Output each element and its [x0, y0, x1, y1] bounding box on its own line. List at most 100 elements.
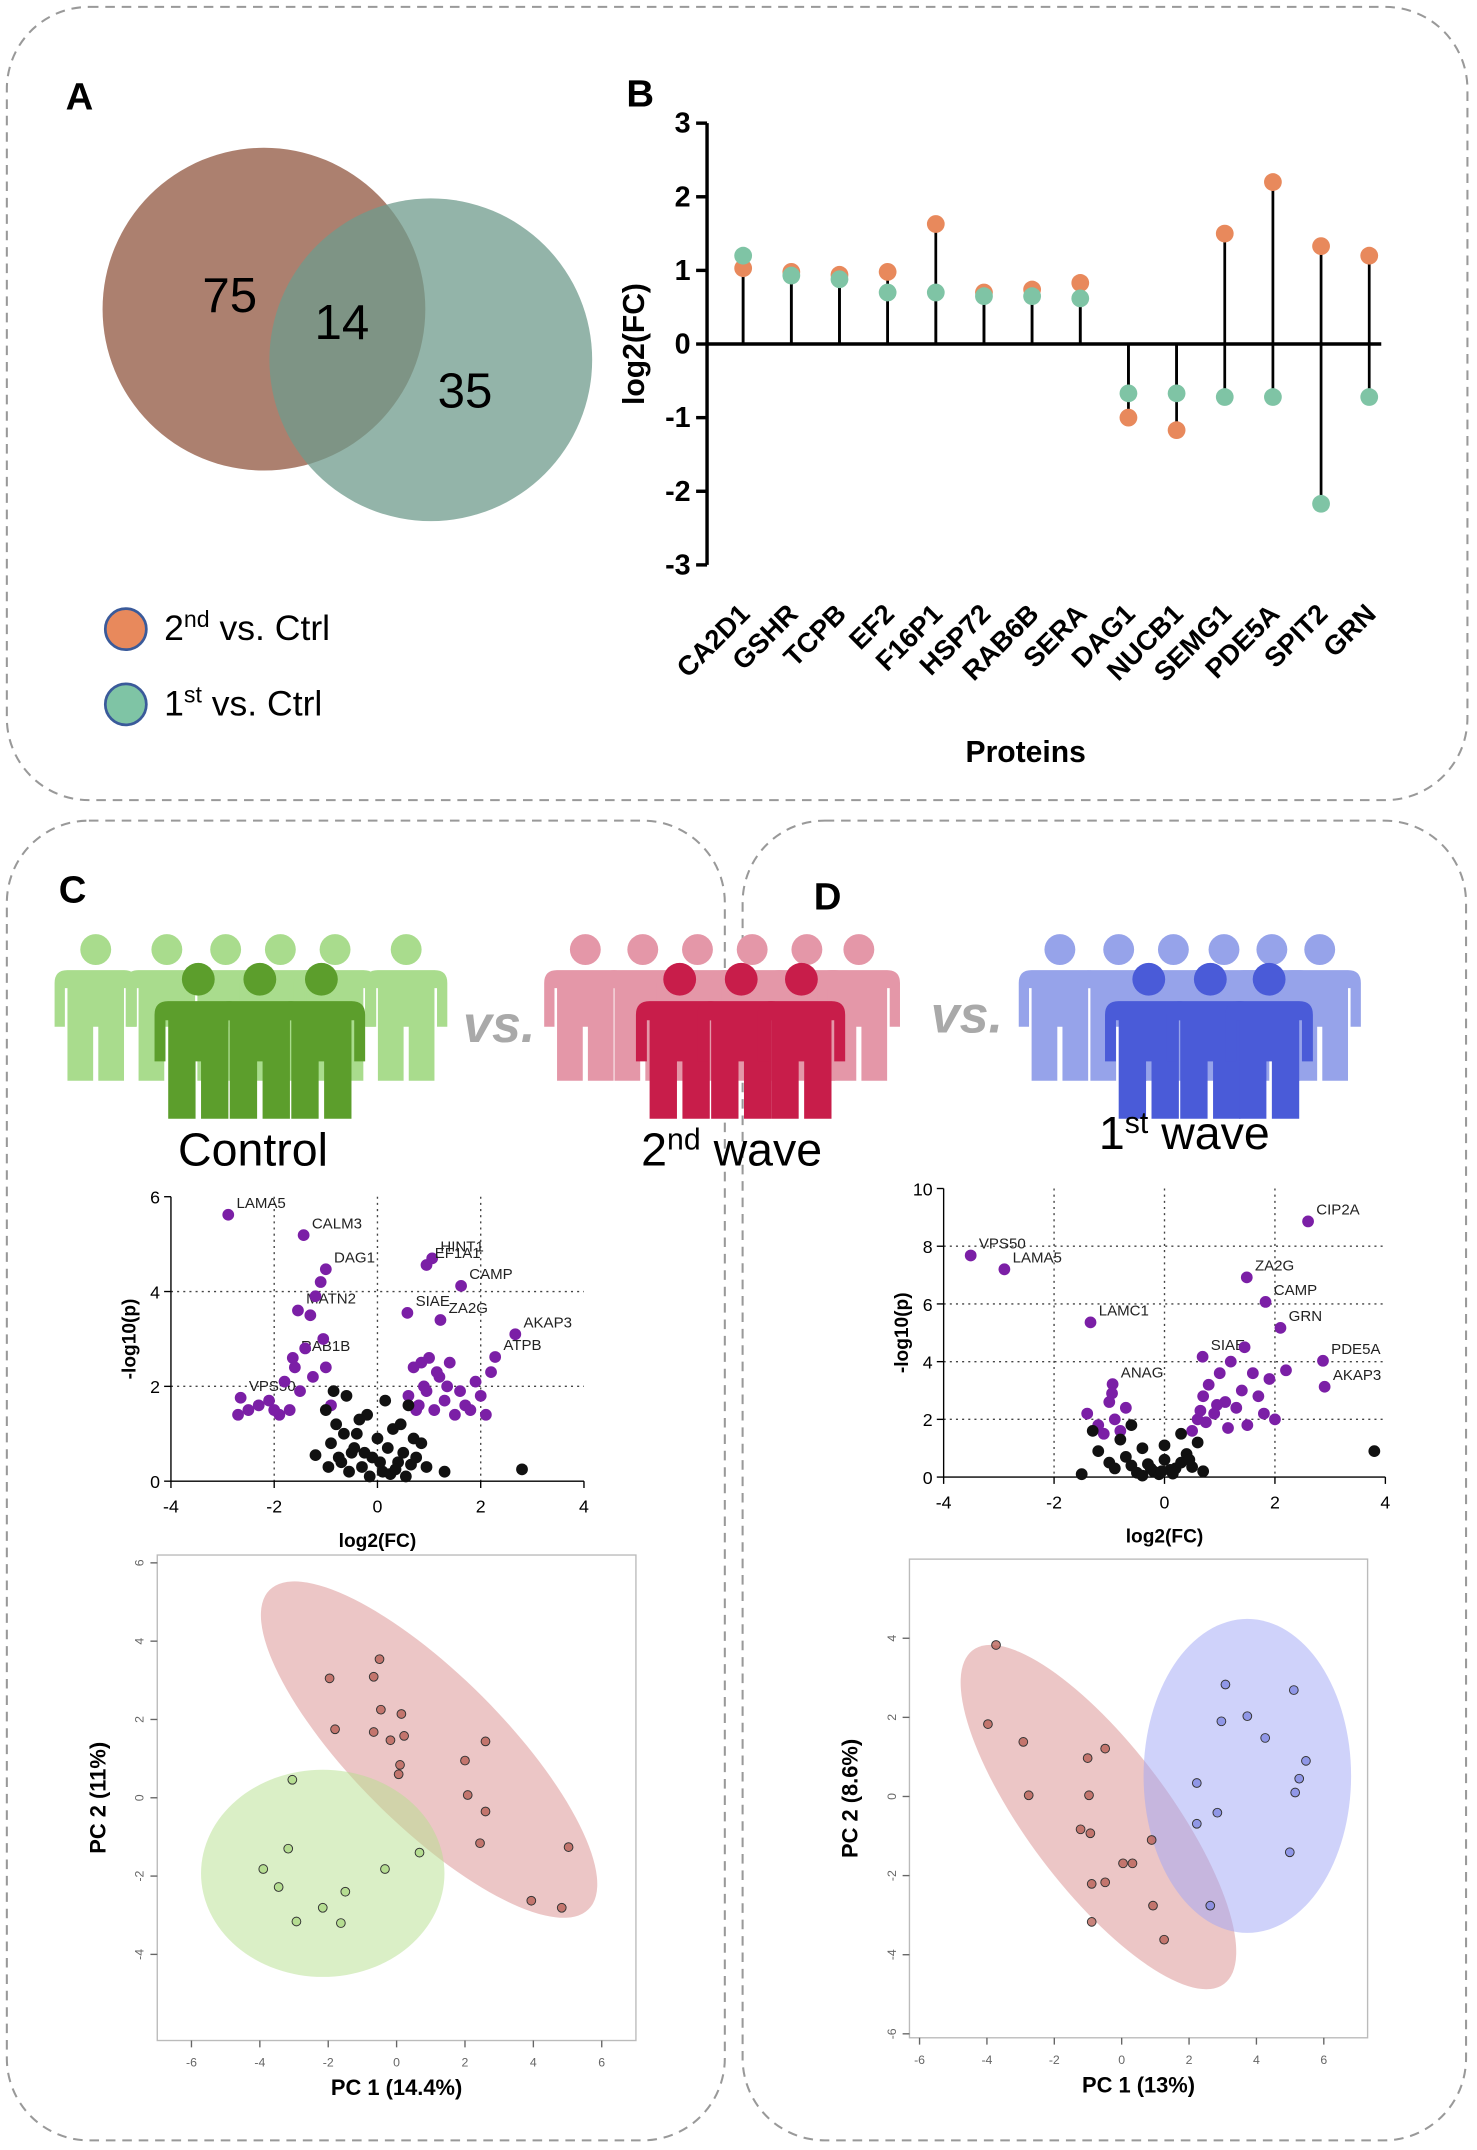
person-head — [627, 934, 659, 965]
person-icon — [1018, 934, 1102, 1081]
person-head — [784, 962, 818, 996]
point — [299, 1342, 312, 1355]
y-axis-title: -log10(p) — [892, 1292, 913, 1373]
y-tick-label: 4 — [133, 1638, 147, 1645]
point — [348, 1442, 361, 1454]
point — [1197, 1390, 1210, 1403]
point — [1186, 1425, 1198, 1437]
person-head — [843, 934, 875, 965]
point — [1197, 1465, 1210, 1478]
point — [327, 1385, 340, 1397]
point — [283, 1843, 294, 1854]
point — [1220, 1679, 1231, 1690]
point — [414, 1847, 425, 1858]
point — [286, 1352, 299, 1364]
point — [1023, 1790, 1034, 1801]
point — [516, 1463, 528, 1476]
point-label: ZA2G — [1255, 1258, 1294, 1275]
point — [402, 1399, 415, 1412]
point — [317, 1902, 328, 1913]
point-label: SIAE — [1211, 1337, 1245, 1354]
point — [475, 1838, 485, 1849]
y-tick-label: -2 — [133, 1870, 147, 1881]
point — [455, 1279, 467, 1292]
point — [1086, 1917, 1097, 1927]
y-tick-label: -4 — [885, 1949, 899, 1960]
point — [563, 1842, 574, 1852]
point — [356, 1461, 368, 1473]
point — [376, 1704, 386, 1715]
x-tick-label: -6 — [914, 2053, 925, 2067]
point — [374, 1654, 385, 1665]
point — [449, 1408, 461, 1421]
person-head — [736, 934, 768, 965]
point — [462, 1790, 473, 1800]
point — [1127, 1858, 1138, 1869]
point — [983, 1719, 993, 1729]
person-icon — [365, 934, 448, 1081]
point — [964, 1249, 977, 1262]
y-tick-label: -1 — [665, 402, 691, 434]
point — [401, 1306, 414, 1319]
y-tick-label: -3 — [665, 549, 691, 581]
point-label: RAB1B — [301, 1338, 350, 1355]
x-tick-label: 2 — [476, 1497, 486, 1517]
x-axis-title: log2(FC) — [339, 1531, 417, 1552]
panel-frame — [741, 819, 1468, 2142]
point — [1240, 1271, 1253, 1284]
point — [1368, 1445, 1381, 1457]
point — [1114, 1433, 1127, 1446]
y-tick-label: 1 — [675, 255, 691, 287]
y-axis-title: -log10(p) — [119, 1299, 140, 1380]
lollipop-point — [1071, 274, 1090, 292]
point — [1191, 1818, 1202, 1829]
y-tick-label: 4 — [923, 1352, 933, 1372]
point — [428, 1404, 441, 1416]
lollipop-point — [926, 283, 945, 302]
point — [374, 1456, 386, 1469]
y-tick-label: 4 — [885, 1635, 899, 1642]
group-ellipse — [1143, 1618, 1352, 1933]
point — [1205, 1900, 1216, 1911]
point-label: LAMC1 — [1099, 1303, 1149, 1320]
point — [556, 1902, 567, 1913]
point — [1263, 1373, 1276, 1385]
group-ellipse — [201, 1769, 445, 1977]
legend-label: 2nd vs. Ctrl — [164, 606, 330, 648]
point — [234, 1391, 247, 1404]
point — [291, 1916, 302, 1927]
y-axis-title: log2(FC) — [618, 283, 651, 405]
point — [297, 1229, 310, 1241]
x-axis-title: log2(FC) — [1126, 1527, 1204, 1548]
point-label: ZA2G — [449, 1300, 488, 1317]
point — [1246, 1367, 1259, 1380]
person-head — [1208, 934, 1240, 965]
point — [1196, 1350, 1209, 1363]
x-axis-title: PC 1 (13%) — [1082, 2072, 1195, 2097]
point — [368, 1727, 379, 1737]
point — [1158, 1453, 1171, 1466]
point-label: CALM3 — [312, 1215, 362, 1232]
point — [317, 1333, 330, 1345]
x-tick-label: -2 — [266, 1497, 282, 1517]
point — [343, 1465, 355, 1478]
x-tick-label: -4 — [163, 1497, 179, 1517]
point — [1075, 1468, 1088, 1481]
y-tick-label: -6 — [885, 2028, 899, 2039]
point — [1108, 1462, 1121, 1475]
point — [330, 1418, 343, 1431]
person-head — [243, 962, 277, 996]
point-label: LAMA5 — [236, 1195, 285, 1212]
point — [438, 1465, 451, 1478]
point — [350, 1427, 363, 1440]
x-tick-label: 6 — [1320, 2053, 1327, 2067]
panel-label: D — [814, 876, 842, 919]
point — [1106, 1378, 1119, 1391]
x-tick-label: -4 — [254, 2056, 265, 2070]
person-head — [1252, 962, 1286, 996]
point — [1318, 1380, 1331, 1393]
person-head — [1304, 934, 1336, 965]
group-ellipse — [960, 1644, 1237, 1990]
point — [1294, 1773, 1305, 1784]
illustration — [54, 934, 1361, 1119]
